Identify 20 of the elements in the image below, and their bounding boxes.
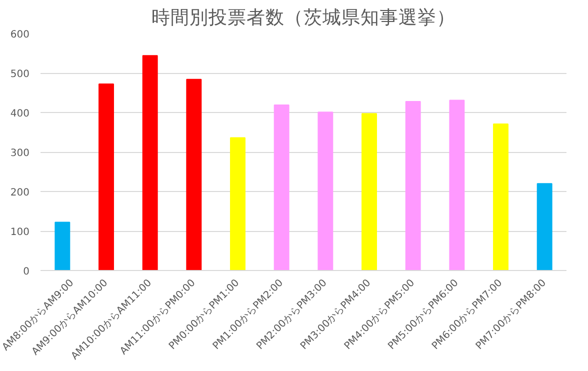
y-tick-label: 500 — [10, 69, 30, 80]
bar — [274, 104, 290, 270]
bar — [54, 222, 70, 270]
y-tick-label: 200 — [10, 188, 30, 198]
bar — [362, 113, 377, 270]
y-tick-label: 100 — [10, 227, 30, 238]
bar — [98, 84, 114, 270]
bar — [186, 78, 202, 270]
bar — [230, 137, 246, 270]
y-tick-label: 600 — [10, 30, 30, 40]
y-tick-label: 400 — [10, 108, 30, 120]
bar — [536, 183, 552, 270]
chart-title: 時間別投票者数（茨城県知事選挙） — [152, 6, 456, 28]
bar — [449, 100, 465, 270]
bar — [142, 55, 158, 270]
bar — [493, 123, 508, 270]
y-tick-label: 300 — [10, 148, 30, 159]
bar — [318, 112, 334, 270]
bar — [405, 100, 421, 270]
y-tick-label: 0 — [23, 266, 30, 278]
